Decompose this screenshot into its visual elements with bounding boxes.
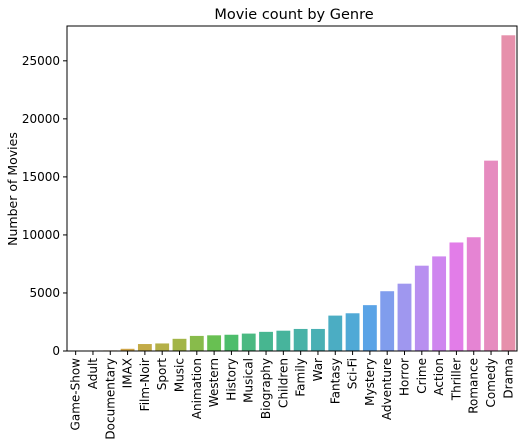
bar-adventure [380, 291, 395, 351]
x-tick-label: Musical [242, 358, 256, 403]
y-axis-label: Number of Movies [5, 132, 20, 246]
y-ticks-group: 0 5000 10000 15000 20000 25000 [22, 54, 67, 358]
x-tick-label: Mystery [363, 358, 377, 406]
x-tick-label: Music [173, 358, 187, 392]
x-tick-label: Horror [398, 358, 412, 396]
bar-romance [466, 237, 481, 351]
bar-horror [397, 283, 412, 351]
bar-biography [259, 331, 273, 351]
x-tick-label: Sport [155, 358, 169, 391]
x-tick-label: IMAX [121, 358, 135, 388]
bar-music [172, 338, 187, 351]
bar-action [432, 256, 447, 351]
x-tick-label: War [311, 358, 325, 381]
bar-war [311, 328, 325, 351]
bar-thriller [449, 242, 464, 351]
bar-mystery [362, 305, 377, 351]
x-tick-label: Action [432, 358, 446, 396]
x-tick-label: Fantasy [328, 358, 342, 404]
bar-imax [120, 348, 135, 351]
bar-sport [155, 343, 170, 351]
bar-comedy [484, 160, 498, 351]
x-tick-label: Western [207, 358, 221, 407]
chart-title: Movie count by Genre [214, 7, 373, 23]
x-tick-label: Children [276, 358, 290, 408]
x-tick-label: Family [294, 358, 308, 397]
x-ticks-group: Game-Show Adult Documentary IMAX Film-Noir Sp… [69, 351, 515, 440]
x-tick-label: Documentary [103, 358, 117, 440]
bar-musical [241, 333, 256, 351]
y-tick-label: 5000 [29, 286, 60, 300]
y-tick-label: 10000 [22, 228, 60, 242]
bar-film-noir [137, 344, 152, 351]
bars-group [68, 35, 516, 352]
bar-animation [189, 335, 204, 351]
x-tick-label: Comedy [484, 358, 498, 408]
bar-children [276, 330, 291, 351]
y-tick-label: 20000 [22, 112, 60, 126]
y-tick-label: 0 [52, 344, 60, 358]
bar-history [224, 334, 239, 351]
x-tick-label: Sci-Fi [346, 358, 360, 389]
x-tick-label: Thriller [449, 358, 463, 401]
x-tick-label: Crime [415, 358, 429, 394]
bar-sci-fi [345, 313, 360, 351]
x-tick-label: Adventure [380, 358, 394, 420]
bar-crime [414, 265, 429, 351]
x-tick-label: Adult [86, 358, 100, 390]
x-tick-label: Romance [467, 358, 481, 414]
x-tick-label: Drama [501, 358, 515, 399]
plot-frame [66, 25, 518, 352]
x-tick-label: Game-Show [69, 358, 83, 431]
bar-fantasy [328, 315, 343, 351]
bar-family [293, 328, 308, 351]
bar-western [207, 335, 222, 351]
x-tick-label: Animation [190, 358, 204, 419]
y-tick-label: 25000 [22, 54, 60, 68]
y-tick-label: 15000 [22, 170, 60, 184]
x-tick-label: Biography [259, 358, 273, 419]
bar-drama [501, 35, 516, 352]
x-tick-label: History [224, 358, 238, 401]
x-tick-label: Film-Noir [138, 358, 152, 411]
